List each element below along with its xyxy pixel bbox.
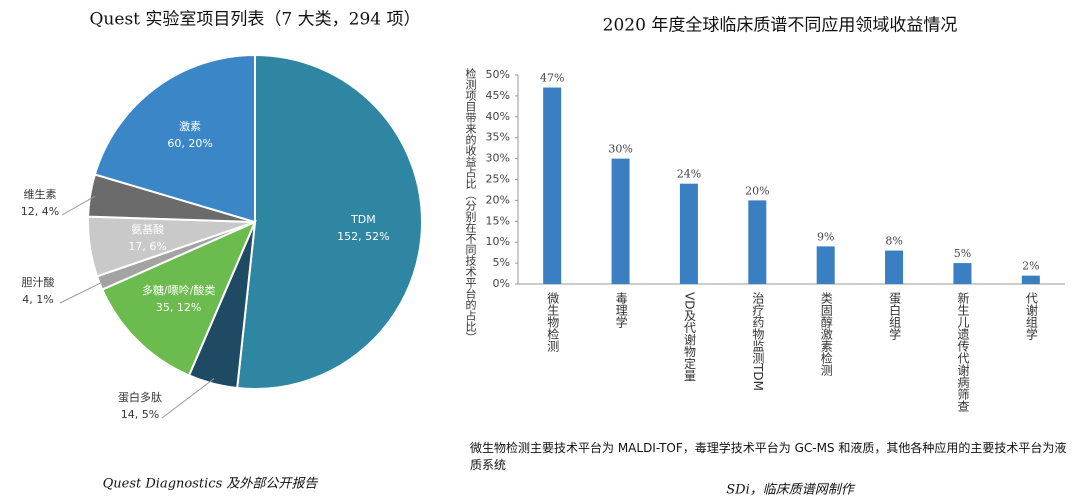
bar — [543, 87, 562, 284]
x-tick-label: 新生儿遗传代谢病筛查 — [956, 291, 970, 412]
y-tick-label: 15% — [486, 214, 510, 227]
value-label: 5% — [954, 247, 971, 260]
bar-note: 微生物检测主要技术平台为 MALDI-TOF，毒理学技术平台为 GC-MS 和液… — [470, 441, 1067, 472]
y-tick-label: 0% — [493, 277, 510, 290]
slice-label: 氨基酸 — [131, 222, 164, 236]
y-tick-label: 45% — [486, 89, 510, 102]
value-label: 9% — [817, 230, 834, 243]
value-label: 47% — [540, 72, 564, 85]
bar — [748, 200, 767, 284]
pie-title: Quest 实验室项目列表（7 大类，294 项） — [90, 10, 421, 30]
leader-line — [161, 378, 215, 419]
value-label: 2% — [1022, 260, 1039, 273]
pie-slice — [100, 220, 257, 377]
bar — [611, 158, 630, 284]
value-label: 8% — [885, 235, 902, 248]
y-tick-label: 30% — [486, 152, 510, 165]
bar — [1021, 275, 1040, 284]
y-tick-label: 25% — [486, 173, 510, 186]
pie-source: Quest Diagnostics 及外部公开报告 — [103, 477, 319, 492]
bar — [885, 250, 904, 284]
x-tick-label: 蛋白组学 — [888, 292, 902, 340]
pie-slice — [236, 53, 423, 390]
slice-value-label: 60, 20% — [167, 137, 212, 150]
slice-label: 激素 — [179, 119, 201, 133]
bar-source: SDi，临床质谱网制作 — [726, 483, 855, 498]
slice-label: 胆汁酸 — [22, 275, 55, 289]
y-tick-label: 20% — [486, 193, 510, 206]
x-tick-label: 微生物检测 — [546, 292, 560, 353]
slice-value-label: 4, 1% — [22, 293, 53, 306]
bar — [816, 246, 835, 284]
y-tick-label: 5% — [493, 256, 510, 269]
y-axis-label: 检测项目带来的收益占比（分别在不同技术平台的占比） — [464, 67, 477, 343]
bar — [679, 183, 698, 284]
leader-line — [61, 195, 96, 216]
slice-value-label: 152, 52% — [337, 230, 389, 243]
slice-label: TDM — [350, 213, 376, 226]
x-tick-label: 类固醇激素检测 — [819, 292, 833, 377]
bar — [953, 263, 972, 284]
x-tick-label: VD及代谢物定量 — [682, 292, 696, 381]
leader-line — [59, 280, 105, 304]
value-label: 20% — [745, 184, 769, 197]
pie-slice — [93, 53, 256, 224]
y-tick-label: 35% — [486, 131, 510, 144]
value-label: 24% — [677, 168, 701, 181]
slice-value-label: 35, 12% — [156, 301, 201, 314]
slice-label: 维生素 — [24, 187, 57, 201]
y-tick-label: 40% — [486, 110, 510, 123]
bar-title: 2020 年度全球临床质谱不同应用领域收益情况 — [603, 16, 958, 36]
slice-label: 多糖/嘌呤/酸类 — [142, 283, 215, 297]
slice-value-label: 14, 5% — [121, 408, 159, 421]
x-tick-label: 代谢组学 — [1024, 292, 1038, 340]
value-label: 30% — [608, 143, 632, 156]
slice-value-label: 17, 6% — [128, 240, 166, 253]
y-tick-label: 50% — [486, 68, 510, 81]
x-tick-label: 治疗药物监测TDM — [751, 292, 765, 391]
slice-label: 蛋白多肽 — [118, 390, 162, 404]
y-tick-label: 10% — [486, 235, 510, 248]
x-tick-label: 毒理学 — [614, 292, 628, 328]
slice-value-label: 12, 4% — [21, 205, 59, 218]
